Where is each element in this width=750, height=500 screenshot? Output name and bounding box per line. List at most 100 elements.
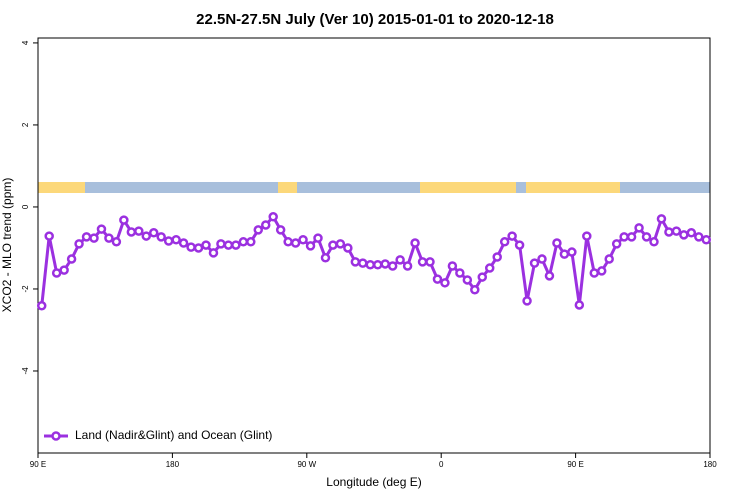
y-tick-label: 4 [21,40,30,45]
x-tick-label: 90 E [567,460,583,469]
data-point [358,258,368,268]
data-point [365,260,376,270]
data-point [119,215,129,225]
data-point [582,231,592,241]
data-point [567,247,577,257]
data-point [36,301,47,311]
data-point [619,232,629,242]
data-point [552,238,562,248]
data-point [156,232,166,242]
data-point [96,224,107,234]
land-band [38,182,85,193]
x-axis-label: Longitude (deg E) [326,475,421,489]
x-tick-label: 180 [166,460,180,469]
data-point [626,232,637,242]
legend-marker [51,431,61,441]
y-tick-label: -2 [21,285,30,293]
data-point [410,238,420,248]
data-point [186,242,196,252]
data-point [402,261,413,271]
land-band [420,182,516,193]
data-point [574,300,585,310]
data-point [104,233,114,243]
y-tick-label: 2 [21,122,30,127]
data-point [380,259,390,269]
data-point [589,268,600,278]
data-point [596,266,607,276]
data-point [313,233,323,243]
data-point [499,237,510,247]
data-point [559,249,570,259]
y-tick-label: 0 [21,204,30,209]
data-point [208,248,219,258]
data-point [231,240,241,250]
x-tick-label: 90 E [30,460,46,469]
data-point [238,237,249,247]
data-point [529,258,540,268]
data-point [372,260,383,270]
data-point [163,236,174,246]
data-point [320,253,331,263]
data-point [216,239,226,249]
data-point [492,252,502,262]
data-point [425,257,435,267]
data-point [335,239,346,249]
land-band [526,182,620,193]
data-point [522,296,532,306]
legend: Land (Nadir&Glint) and Ocean (Glint) [44,428,272,442]
data-point [290,238,301,248]
land-band [278,182,297,193]
data-point [44,231,54,241]
data-point [455,268,465,278]
data-point [537,254,547,264]
data-point [507,231,517,241]
data-point [701,235,712,245]
data-point [477,272,488,282]
data-point [664,227,674,237]
plot-frame [37,37,711,454]
data-point [634,223,644,233]
data-point [141,231,152,241]
data-point [328,240,338,250]
data-point [126,227,137,237]
data-point [268,212,278,222]
data-point [611,239,622,249]
x-tick-label: 0 [439,460,444,469]
data-point [193,243,204,253]
data-point [74,239,84,249]
legend-label: Land (Nadir&Glint) and Ocean (Glint) [75,428,272,442]
y-axis-label: XCO2 - MLO trend (ppm) [0,178,14,313]
data-point [260,220,271,230]
data-point [694,232,704,242]
data-point [470,285,480,295]
data-point [298,235,308,245]
x-tick-label: 180 [703,460,717,469]
data-point [178,238,189,248]
data-point [51,268,62,278]
data-point [604,254,614,264]
data-point [305,241,316,251]
data-point [656,214,667,224]
chart-title: 22.5N-27.5N July (Ver 10) 2015-01-01 to … [196,11,554,28]
data-point [275,225,286,235]
data-point [387,261,398,271]
data-point [350,257,361,267]
data-point [223,240,234,250]
data-point [343,243,353,253]
data-point [462,275,473,285]
data-point [649,237,659,247]
data-point [514,240,525,250]
data-point [253,225,264,235]
data-point [395,255,405,265]
data-point [81,232,92,242]
land-ocean-strip [38,182,710,193]
data-point [484,263,495,273]
data-point [201,240,211,250]
data-point [417,257,428,267]
data-point [447,261,458,271]
data-point [679,230,689,240]
data-point [432,274,443,284]
data-point [686,228,697,238]
